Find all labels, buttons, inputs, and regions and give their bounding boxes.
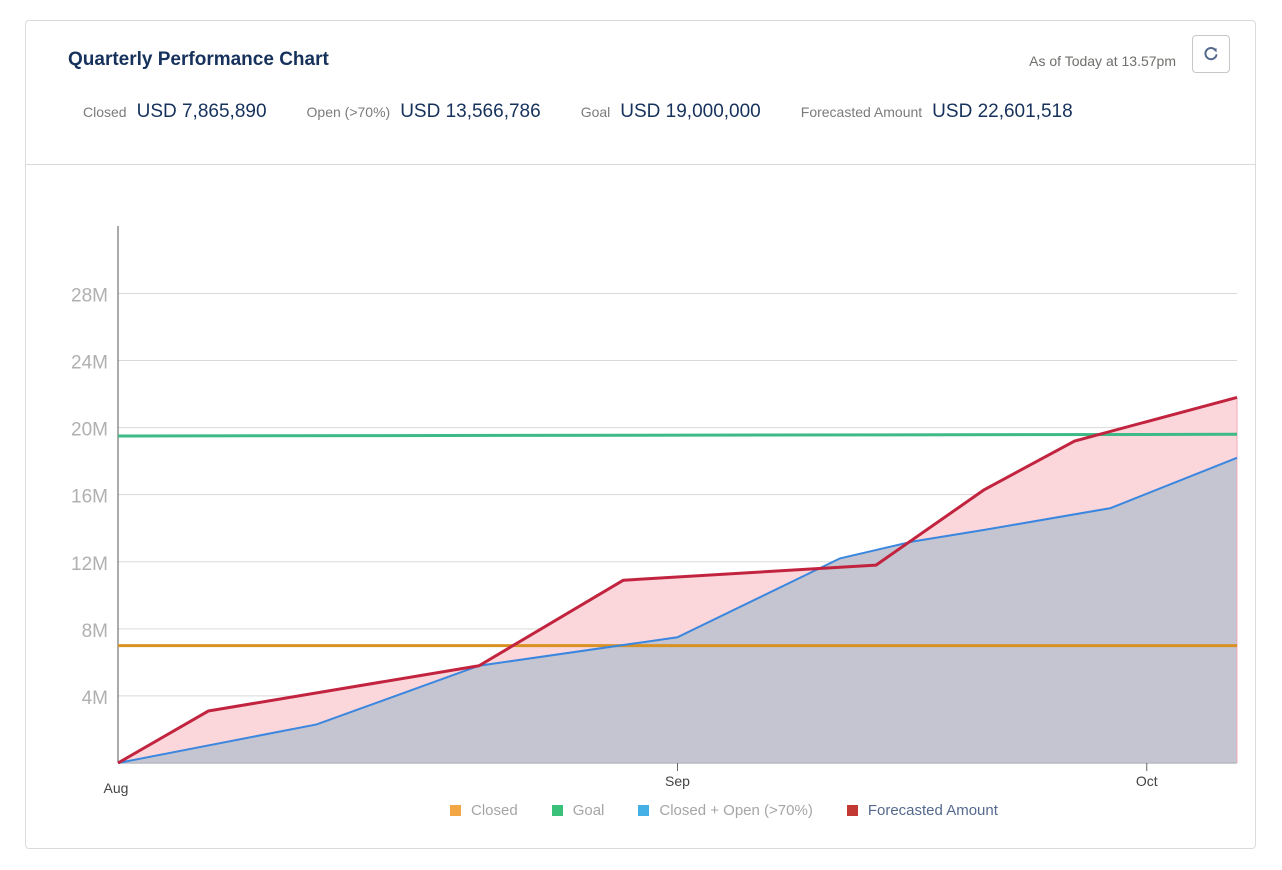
stat-closed: Closed USD 7,865,890 (83, 101, 267, 123)
as-of-timestamp: As of Today at 13.57pm (1029, 53, 1176, 69)
y-tick-label: 24M (71, 353, 108, 374)
legend-swatch (551, 805, 563, 816)
legend-swatch (450, 805, 461, 816)
y-tick-label: 20M (71, 420, 108, 441)
y-tick-label: 8M (82, 621, 108, 642)
x-tick-label: Oct (1136, 773, 1158, 789)
legend-label: Closed (471, 802, 518, 819)
refresh-button[interactable] (1192, 35, 1230, 73)
legend-item-closed[interactable]: Closed (450, 802, 518, 819)
stat-value: USD 7,865,890 (136, 101, 267, 122)
page-title: Quarterly Performance Chart (68, 49, 329, 70)
chart-legend: Closed Goal Closed + Open (>70%) Forecas… (450, 802, 1032, 819)
goal-line (117, 432, 1238, 438)
x-tick-label: Aug (104, 780, 129, 796)
x-tick-label: Sep (665, 773, 690, 789)
stats-row: Closed USD 7,865,890 Open (>70%) USD 13,… (83, 101, 1113, 123)
closed-open-line (117, 456, 1238, 764)
stat-value: USD 22,601,518 (932, 101, 1073, 122)
legend-label: Closed + Open (>70%) (659, 802, 813, 819)
y-tick-label: 12M (71, 554, 108, 575)
stat-forecast: Forecasted Amount USD 22,601,518 (801, 101, 1073, 123)
legend-label: Forecasted Amount (867, 802, 998, 819)
closed-open-area (118, 457, 1237, 763)
refresh-icon (1204, 47, 1218, 61)
y-tick-label: 4M (82, 688, 108, 709)
legend-label: Goal (572, 802, 605, 819)
y-tick-label: 16M (71, 487, 108, 508)
stat-label: Closed (83, 104, 127, 120)
stat-goal: Goal USD 19,000,000 (581, 101, 761, 123)
stat-label: Forecasted Amount (800, 104, 923, 120)
stat-label: Open (>70%) (306, 104, 391, 120)
legend-item-closed-open[interactable]: Closed + Open (>70%) (638, 802, 813, 819)
stat-value: USD 13,566,786 (400, 101, 541, 122)
legend-swatch (846, 805, 858, 816)
legend-swatch (638, 805, 650, 816)
card-header: Quarterly Performance Chart As of Today … (26, 21, 1255, 165)
stat-label: Goal (580, 104, 611, 120)
legend-item-goal[interactable]: Goal (551, 802, 605, 819)
stat-open: Open (>70%) USD 13,566,786 (307, 101, 541, 123)
forecast-line (117, 395, 1238, 765)
y-tick-label: 28M (71, 285, 108, 306)
legend-item-forecast[interactable]: Forecasted Amount (846, 802, 998, 819)
stat-value: USD 19,000,000 (620, 101, 761, 122)
